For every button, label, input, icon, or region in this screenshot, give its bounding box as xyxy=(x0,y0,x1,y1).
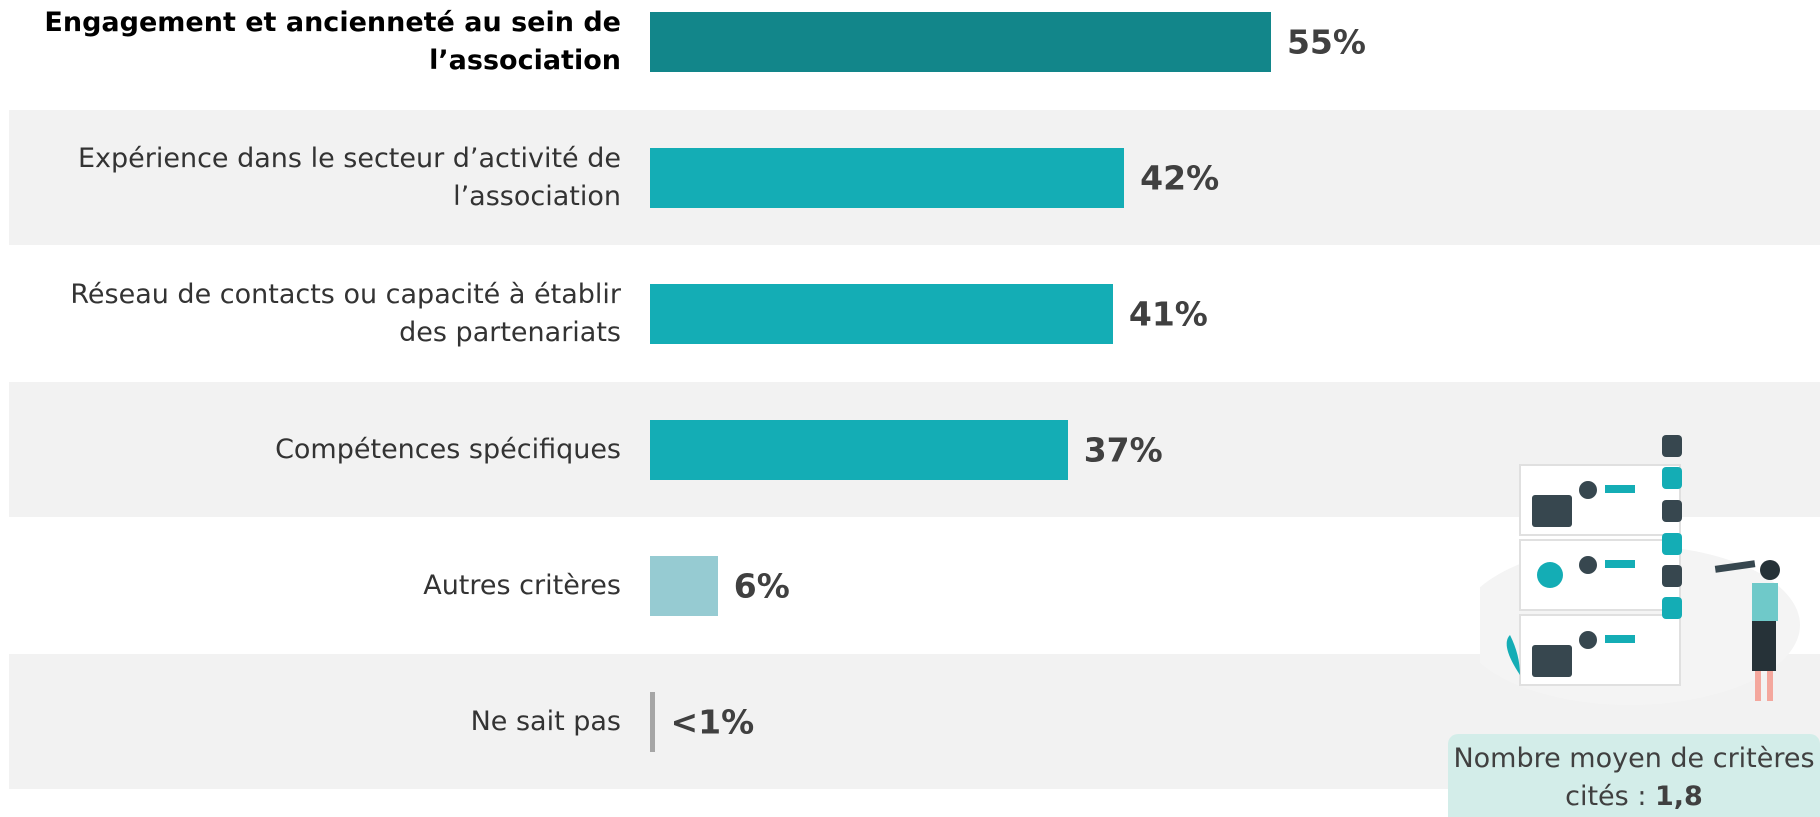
bar xyxy=(650,148,1125,208)
value-label: 55% xyxy=(1286,22,1366,62)
illustration xyxy=(1480,435,1800,705)
value-label: 41% xyxy=(1128,294,1208,334)
value-label: 37% xyxy=(1083,430,1163,470)
value-label: <1% xyxy=(670,702,755,742)
value-label: 42% xyxy=(1140,158,1220,198)
category-label: Réseau de contacts ou capacité à établir… xyxy=(70,279,621,348)
value-label: 6% xyxy=(733,566,790,606)
category-label: Engagement et ancienneté au sein de l’as… xyxy=(44,7,621,76)
note-box: Nombre moyen de critères cités : 1,8 xyxy=(1448,734,1820,817)
category-label: Ne sait pas xyxy=(470,706,621,737)
category-label: Expérience dans le secteur d’activité de… xyxy=(77,143,621,212)
bar xyxy=(650,692,655,752)
bar xyxy=(650,12,1271,72)
bar xyxy=(650,420,1068,480)
bar xyxy=(650,556,718,616)
note-text: Nombre moyen de critères cités : xyxy=(1453,743,1815,812)
bar xyxy=(650,284,1113,344)
category-label: Compétences spécifiques xyxy=(275,434,621,465)
category-label: Autres critères xyxy=(423,570,621,601)
note-value: 1,8 xyxy=(1655,781,1703,812)
